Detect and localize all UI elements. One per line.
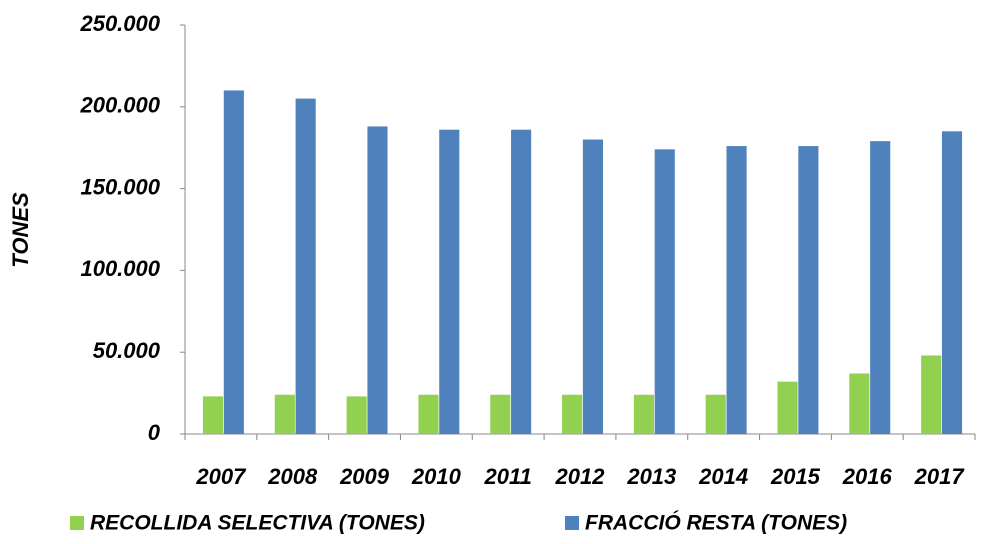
bar (777, 381, 798, 434)
bar (921, 355, 942, 434)
y-axis-label: TONES (8, 192, 33, 268)
x-tick-label: 2017 (914, 464, 966, 489)
y-tick-label: 50.000 (93, 338, 161, 363)
bar (849, 373, 870, 434)
bar (439, 129, 460, 435)
y-tick-label: 100.000 (80, 256, 160, 281)
bar (633, 394, 654, 434)
x-tick-label: 2016 (842, 464, 893, 489)
bar (798, 146, 819, 434)
x-tick-label: 2013 (626, 464, 676, 489)
legend-label: FRACCIÓ RESTA (TONES) (585, 511, 847, 535)
bar (418, 394, 439, 434)
legend-swatch (565, 516, 579, 530)
bar (654, 149, 675, 434)
y-tick-label: 150.000 (80, 174, 160, 199)
x-tick-label: 2008 (267, 464, 318, 489)
bar (367, 126, 388, 434)
bar (202, 396, 224, 434)
x-tick-label: 2007 (195, 464, 247, 489)
bar (941, 131, 963, 434)
x-tick-label: 2011 (484, 464, 532, 489)
y-tick-label: 200.000 (79, 93, 160, 118)
bar (295, 98, 316, 435)
bar (490, 394, 511, 434)
x-tick-label: 2015 (770, 464, 821, 489)
bar (223, 90, 244, 434)
legend-swatch (70, 516, 84, 530)
bar (870, 141, 891, 434)
x-tick-label: 2010 (411, 464, 462, 489)
bar (705, 394, 726, 434)
legend-label: RECOLLIDA SELECTIVA (TONES) (90, 512, 425, 535)
bar (274, 394, 295, 434)
bar (346, 396, 367, 434)
x-tick-label: 2012 (555, 464, 606, 489)
y-tick-label: 0 (148, 420, 161, 445)
x-tick-label: 2014 (698, 464, 748, 489)
bar (726, 146, 747, 434)
x-tick-label: 2009 (339, 464, 390, 489)
bar (582, 139, 603, 434)
bar (562, 394, 583, 434)
y-tick-label: 250.000 (79, 11, 160, 36)
bar (511, 129, 532, 435)
